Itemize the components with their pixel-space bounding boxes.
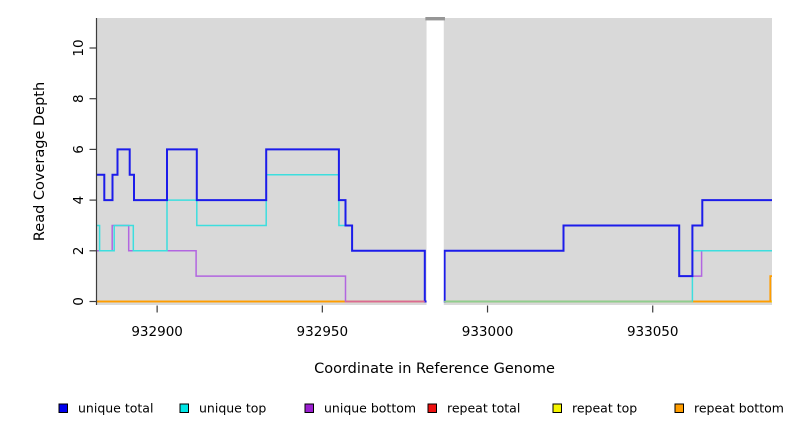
legend-label-unique-top: unique top: [199, 401, 266, 416]
y-tick-label: 0: [71, 297, 87, 306]
legend-swatch-repeat-bottom: [674, 403, 684, 413]
coverage-gap: [426, 17, 444, 305]
x-axis-title: Coordinate in Reference Genome: [314, 361, 555, 377]
y-tick-label: 6: [71, 145, 87, 154]
y-tick-label: 2: [71, 247, 87, 256]
legend-label-repeat-total: repeat total: [447, 401, 520, 416]
legend-label-repeat-top: repeat top: [572, 401, 637, 416]
y-tick-label: 10: [71, 39, 87, 56]
x-tick-label: 932950: [297, 324, 349, 340]
legend-swatch-unique-total: [58, 403, 68, 413]
x-tick-label: 933000: [462, 324, 514, 340]
legend-swatch-unique-bottom: [304, 403, 314, 413]
legend-label-unique-total: unique total: [78, 401, 153, 416]
series-line-unique-total: [97, 148, 772, 303]
legend-label-repeat-bottom: repeat bottom: [694, 401, 784, 416]
coverage-gap-top-cap: [425, 17, 445, 21]
legend-swatch-unique-top: [179, 403, 189, 413]
y-axis-title: Read Coverage Depth: [32, 82, 48, 241]
x-tick-label: 932900: [131, 324, 183, 340]
legend-swatch-repeat-total: [427, 403, 437, 413]
x-tick-label: 933050: [627, 324, 679, 340]
y-tick-label: 8: [71, 94, 87, 103]
legend-swatch-repeat-top: [552, 403, 562, 413]
legend-label-unique-bottom: unique bottom: [324, 401, 416, 416]
y-tick-label: 4: [71, 196, 87, 205]
